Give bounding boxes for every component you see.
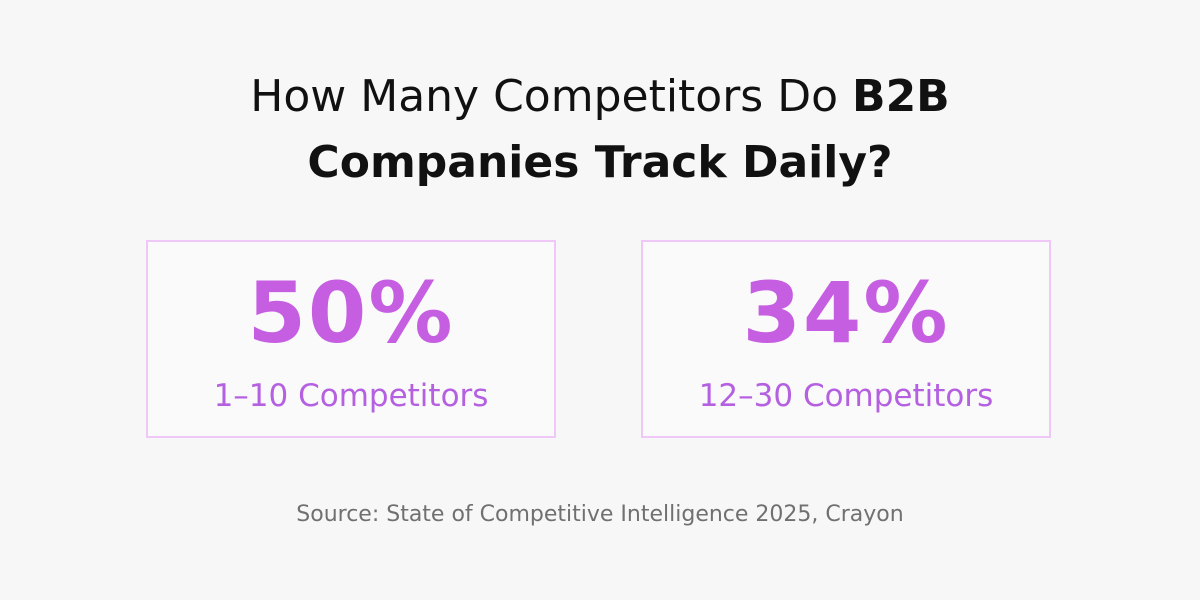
stat-card: 34% 12–30 Competitors bbox=[641, 240, 1051, 438]
stat-value: 50% bbox=[247, 264, 455, 362]
title-line: How Many Competitors Do B2B bbox=[0, 64, 1200, 130]
title-line: Companies Track Daily? bbox=[307, 137, 893, 188]
stat-label: 12–30 Competitors bbox=[698, 378, 994, 414]
title-bold: B2B bbox=[852, 71, 950, 122]
stat-label: 1–10 Competitors bbox=[213, 378, 489, 414]
stat-value: 34% bbox=[742, 264, 950, 362]
title-regular: How Many Competitors Do bbox=[250, 71, 839, 122]
source: Source: State of Competitive Intelligenc… bbox=[296, 502, 904, 527]
stat-card: 50% 1–10 Competitors bbox=[146, 240, 556, 438]
